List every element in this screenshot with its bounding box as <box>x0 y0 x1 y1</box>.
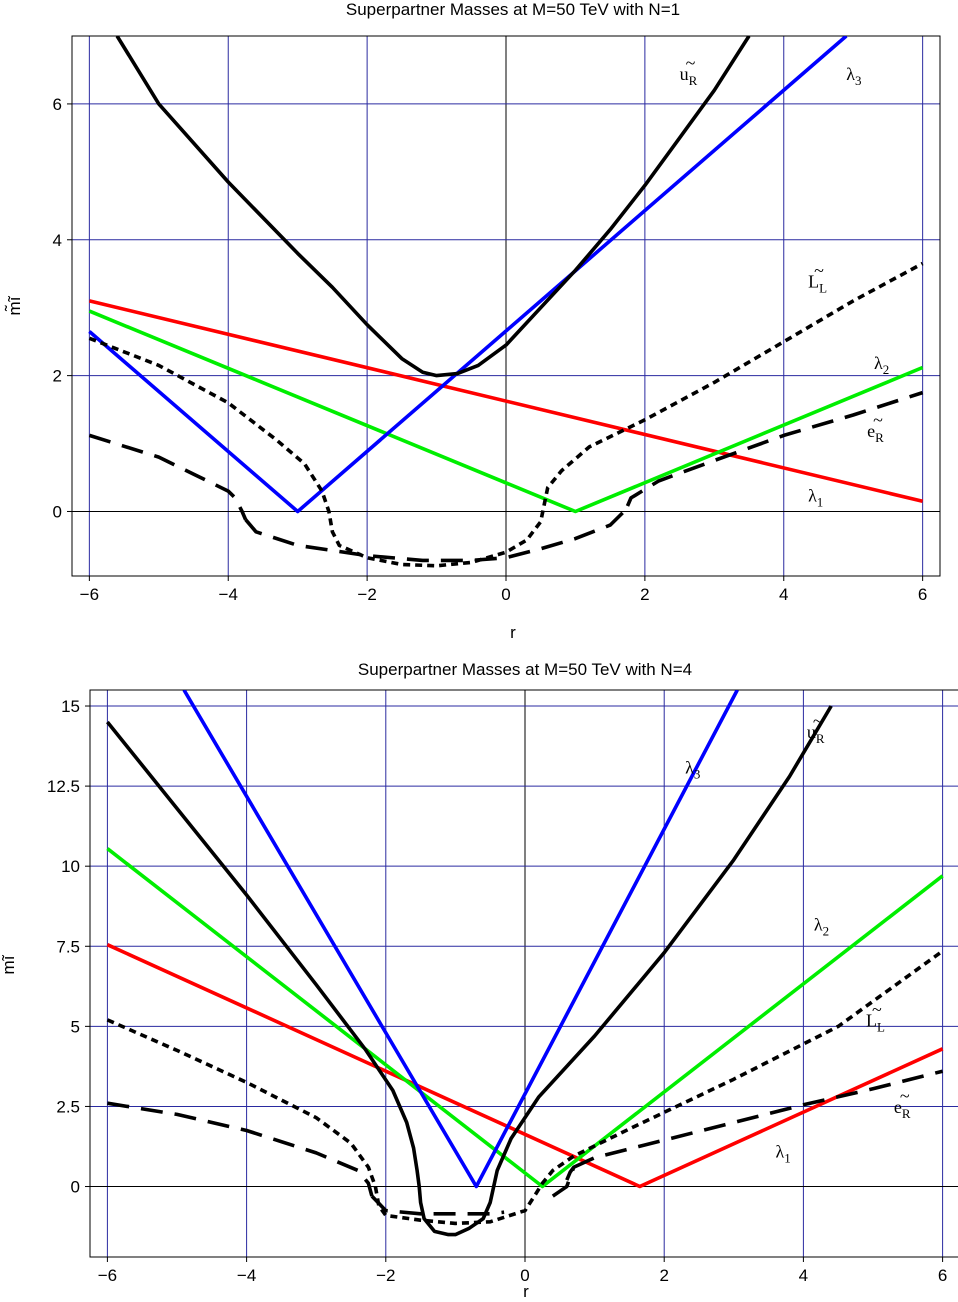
chart-title: Superpartner Masses at M=50 TeV with N=1 <box>346 0 680 19</box>
curve-label: λ3 <box>846 64 861 88</box>
tilde-mark: ~ <box>686 53 696 73</box>
tilde-mark: ~ <box>873 410 883 430</box>
x-tick-label: −6 <box>80 585 99 604</box>
y-tick-label: 7.5 <box>56 937 80 956</box>
y-tick-label: 2.5 <box>56 1097 80 1116</box>
series-line <box>182 690 739 1189</box>
series-line <box>106 949 944 1226</box>
chart-panel-n4: Superpartner Masses at M=50 TeV with N=4… <box>0 660 958 1301</box>
x-tick-label: 2 <box>640 585 649 604</box>
y-tick-label: 4 <box>53 231 62 250</box>
series-er <box>88 390 924 563</box>
tilde-mark: ~ <box>872 999 882 1019</box>
x-tick-label: −6 <box>98 1266 117 1285</box>
x-tick-label: −2 <box>376 1266 395 1285</box>
tilde-mark: ~ <box>813 711 823 731</box>
y-tick-label: 2 <box>53 367 62 386</box>
y-tick-label: 0 <box>53 502 62 521</box>
y-tick-label: 15 <box>61 697 80 716</box>
series-line <box>88 36 848 514</box>
series-line <box>115 36 751 378</box>
x-tick-label: 6 <box>918 585 927 604</box>
x-axis-label: r <box>523 1282 529 1301</box>
curve-label: LL <box>866 1010 885 1034</box>
series-lambda2 <box>88 309 924 514</box>
series-lambda1 <box>88 299 924 504</box>
curve-label: uR <box>680 64 698 88</box>
series-er <box>107 1069 944 1216</box>
curve-label: λ3 <box>685 757 700 781</box>
y-tick-label: 10 <box>61 857 80 876</box>
series-line <box>88 433 248 521</box>
x-tick-label: 4 <box>799 1266 808 1285</box>
tilde-mark: ~ <box>814 260 824 280</box>
y-axis-label: mĩ <box>0 954 18 974</box>
curve-label: eR <box>894 1097 911 1121</box>
x-tick-label: 2 <box>659 1266 668 1285</box>
series-line <box>370 1194 505 1216</box>
curve-label: λ2 <box>814 914 829 938</box>
series-line <box>107 1101 374 1197</box>
x-tick-label: −2 <box>357 585 376 604</box>
chart-panel-n1: Superpartner Masses at M=50 TeV with N=1… <box>4 0 941 642</box>
series-lambda3 <box>88 36 848 514</box>
series-line <box>244 505 630 563</box>
curve-label: λ1 <box>776 1142 791 1166</box>
series-line <box>88 309 924 514</box>
x-tick-label: 4 <box>779 585 788 604</box>
y-tick-label: 0 <box>71 1178 80 1197</box>
series-line <box>106 847 944 1189</box>
series-ll <box>106 949 944 1226</box>
x-tick-label: 0 <box>520 1266 529 1285</box>
series-ll <box>88 261 924 568</box>
x-axis-label: r <box>510 623 516 642</box>
curve-label: LL <box>808 271 827 295</box>
tilde-mark: ~ <box>900 1086 910 1106</box>
y-tick-label: 5 <box>71 1017 80 1036</box>
series-ur <box>115 36 751 378</box>
x-tick-label: 6 <box>938 1266 947 1285</box>
curve-label: λ2 <box>874 353 889 377</box>
series-lambda2 <box>106 847 944 1189</box>
tick-labels: −6 −4 −2 0 2 4 6 0 2 4 6 <box>53 95 928 604</box>
series-line <box>572 1069 944 1169</box>
curve-label: λ1 <box>808 485 823 509</box>
chart-title: Superpartner Masses at M=50 TeV with N=4 <box>358 660 692 679</box>
series-line <box>625 390 924 507</box>
series-line <box>88 261 924 568</box>
grid <box>71 35 941 577</box>
series-line <box>88 299 924 504</box>
series-ur <box>105 705 833 1237</box>
series-line <box>551 1165 576 1198</box>
series-line <box>105 705 833 1237</box>
grid <box>89 689 958 1258</box>
curve-label: uR <box>807 722 825 746</box>
tick-labels: −6 −4 −2 0 2 4 6 0 2.5 5 7.5 10 12.5 15 <box>47 697 947 1285</box>
y-axis-label: m̃ĩ <box>4 295 24 315</box>
x-tick-label: −4 <box>237 1266 256 1285</box>
y-tick-label: 12.5 <box>47 777 80 796</box>
curve-label: eR <box>867 421 884 445</box>
series-lambda3 <box>182 690 739 1189</box>
x-tick-label: 0 <box>501 585 510 604</box>
x-tick-label: −4 <box>219 585 238 604</box>
series-group <box>105 690 944 1237</box>
y-tick-label: 6 <box>53 95 62 114</box>
series-group <box>88 36 924 568</box>
